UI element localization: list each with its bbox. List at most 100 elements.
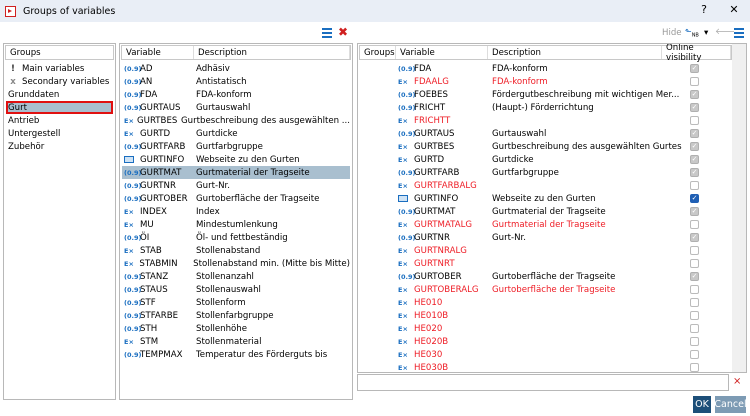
assigned-variable-row[interactable]: E× GURTOBERALG Gurtoberfläche der Tragseit…: [360, 283, 730, 296]
ok-button[interactable]: OK: [693, 396, 711, 413]
assigned-variable-row[interactable]: E× GURTBES Gurtbeschreibung des ausgewählt…: [360, 140, 730, 153]
dropdown-icon[interactable]: ▾: [704, 28, 709, 38]
group-item[interactable]: ! Main variables: [6, 62, 113, 75]
help-button[interactable]: ?: [701, 3, 707, 16]
variable-row[interactable]: E× GURTBES Gurtbeschreibung des ausgewählt…: [122, 114, 350, 127]
assigned-variable-row[interactable]: E× HE030B: [360, 361, 730, 372]
clear-filter-icon[interactable]: ⨯: [733, 376, 742, 387]
variable-row[interactable]: E× STABMIN Stollenabstand min. (Mitte bis …: [122, 257, 350, 270]
variable-row[interactable]: GURTINFO Webseite zu den Gurten: [122, 153, 350, 166]
group-item[interactable]: x Secondary variables: [6, 75, 113, 88]
group-item[interactable]: Untergestell: [6, 127, 113, 140]
variable-row[interactable]: (0.9) TEMPMAX Temperatur des Förderguts bi…: [122, 348, 350, 361]
online-visibility-checkbox[interactable]: ✓: [690, 207, 699, 216]
column-description[interactable]: Description: [194, 46, 350, 59]
assigned-variable-row[interactable]: E× HE010B: [360, 309, 730, 322]
variable-row[interactable]: E× STM Stollenmaterial: [122, 335, 350, 348]
assigned-variable-row[interactable]: (0.9) GURTMAT Gurtmaterial der Tragseite ✓: [360, 205, 730, 218]
variable-row[interactable]: E× GURTD Gurtdicke: [122, 127, 350, 140]
variable-row[interactable]: E× STAB Stollenabstand: [122, 244, 350, 257]
variable-row[interactable]: (0.9) STANZ Stollenanzahl: [122, 270, 350, 283]
variable-row[interactable]: (0.9) FDA FDA-konform: [122, 88, 350, 101]
group-item[interactable]: Zubehör: [6, 140, 113, 153]
online-visibility-checkbox[interactable]: [690, 220, 699, 229]
online-visibility-checkbox[interactable]: [690, 350, 699, 359]
online-visibility-checkbox[interactable]: [690, 298, 699, 307]
variable-row[interactable]: E× MU Mindestumlenkung: [122, 218, 350, 231]
nb-icon[interactable]: ⬑NB: [685, 27, 699, 39]
column-description[interactable]: Description: [488, 46, 662, 59]
assigned-variable-row[interactable]: E× HE020B: [360, 335, 730, 348]
online-visibility-checkbox[interactable]: [690, 181, 699, 190]
online-visibility-checkbox[interactable]: [690, 363, 699, 372]
online-visibility-checkbox[interactable]: [690, 324, 699, 333]
assigned-variable-row[interactable]: E× FDAALG FDA-konform: [360, 75, 730, 88]
column-online-visibility[interactable]: Online visibility: [662, 44, 731, 63]
assigned-variable-row[interactable]: (0.9) FRICHT (Haupt-) Förderrichtung ✓: [360, 101, 730, 114]
variable-row[interactable]: (0.9) GURTAUS Gurtauswahl: [122, 101, 350, 114]
assigned-variable-row[interactable]: GURTINFO Webseite zu den Gurten ✓: [360, 192, 730, 205]
group-item[interactable]: Gurt: [6, 101, 113, 114]
variable-row[interactable]: (0.9) AD Adhäsiv: [122, 62, 350, 75]
variable-name: GURTMAT: [414, 206, 456, 217]
variable-row[interactable]: (0.9) GURTFARB Gurtfarbgruppe: [122, 140, 350, 153]
assigned-variable-row[interactable]: (0.9) GURTOBER Gurtoberfläche der Tragseit…: [360, 270, 730, 283]
assigned-variable-row[interactable]: (0.9) FOEBES Fördergutbeschreibung mit wic…: [360, 88, 730, 101]
variable-row[interactable]: (0.9) STAUS Stollenauswahl: [122, 283, 350, 296]
close-button[interactable]: ✕: [729, 3, 739, 16]
variable-row[interactable]: (0.9) GURTOBER Gurtoberfläche der Tragseit…: [122, 192, 350, 205]
online-visibility-checkbox[interactable]: ✓: [690, 90, 699, 99]
online-visibility-checkbox[interactable]: ✓: [690, 64, 699, 73]
variable-row[interactable]: (0.9) GURTNR Gurt-Nr.: [122, 179, 350, 192]
assigned-variable-row[interactable]: E× HE020: [360, 322, 730, 335]
online-visibility-checkbox[interactable]: ✓: [690, 129, 699, 138]
scrollbar[interactable]: [732, 44, 746, 372]
assigned-variable-row[interactable]: E× GURTFARBALG: [360, 179, 730, 192]
online-visibility-checkbox[interactable]: [690, 246, 699, 255]
variable-row[interactable]: (0.9) STF Stollenform: [122, 296, 350, 309]
online-visibility-checkbox[interactable]: [690, 311, 699, 320]
online-visibility-checkbox[interactable]: [690, 259, 699, 268]
online-visibility-checkbox[interactable]: ✓: [690, 103, 699, 112]
list-view-icon[interactable]: [322, 28, 332, 38]
online-visibility-checkbox[interactable]: [690, 77, 699, 86]
hide-button[interactable]: Hide: [662, 28, 682, 38]
variable-row[interactable]: E× INDEX Index: [122, 205, 350, 218]
assigned-variable-row[interactable]: (0.9) GURTAUS Gurtauswahl ✓: [360, 127, 730, 140]
back-arrow-icon[interactable]: 🡐: [715, 27, 739, 37]
filter-input[interactable]: [357, 374, 729, 391]
variable-row[interactable]: (0.9) GURTMAT Gurtmaterial der Tragseite: [122, 166, 350, 179]
assigned-variable-row[interactable]: E× GURTMATALG Gurtmaterial der Tragseite: [360, 218, 730, 231]
online-visibility-checkbox[interactable]: [690, 337, 699, 346]
list-view-icon-right[interactable]: [734, 28, 744, 38]
column-variable[interactable]: Variable: [396, 46, 488, 59]
online-visibility-checkbox[interactable]: ✓: [690, 142, 699, 151]
assigned-variable-row[interactable]: (0.9) GURTNR Gurt-Nr. ✓: [360, 231, 730, 244]
column-groups[interactable]: Groups: [360, 46, 396, 59]
online-visibility-checkbox[interactable]: [690, 285, 699, 294]
delete-icon[interactable]: ✖: [338, 25, 349, 39]
assigned-variable-row[interactable]: E× HE010: [360, 296, 730, 309]
online-visibility-checkbox[interactable]: ✓: [690, 272, 699, 281]
online-visibility-checkbox[interactable]: ✓: [690, 233, 699, 242]
variable-name: STH: [140, 323, 158, 334]
variable-row[interactable]: (0.9) ÖI Öl- und fettbeständig: [122, 231, 350, 244]
group-item[interactable]: Antrieb: [6, 114, 113, 127]
assigned-variable-row[interactable]: (0.9) FDA FDA-konform ✓: [360, 62, 730, 75]
assigned-variable-row[interactable]: (0.9) GURTFARB Gurtfarbgruppe ✓: [360, 166, 730, 179]
variable-row[interactable]: (0.9) STH Stollenhöhe: [122, 322, 350, 335]
variable-row[interactable]: (0.9) STFARBE Stollenfarbgruppe: [122, 309, 350, 322]
assigned-variable-row[interactable]: E× GURTD Gurtdicke ✓: [360, 153, 730, 166]
cancel-button[interactable]: Cancel: [714, 396, 747, 413]
variable-row[interactable]: (0.9) AN Antistatisch: [122, 75, 350, 88]
assigned-variable-row[interactable]: E× GURTNRT: [360, 257, 730, 270]
online-visibility-checkbox[interactable]: [690, 116, 699, 125]
online-visibility-checkbox[interactable]: ✓: [690, 194, 699, 203]
group-item[interactable]: Grunddaten: [6, 88, 113, 101]
assigned-variable-row[interactable]: E× HE030: [360, 348, 730, 361]
assigned-variable-row[interactable]: E× GURTNRALG: [360, 244, 730, 257]
column-variable[interactable]: Variable: [122, 46, 194, 59]
online-visibility-checkbox[interactable]: ✓: [690, 155, 699, 164]
assigned-variable-row[interactable]: E× FRICHTT: [360, 114, 730, 127]
online-visibility-checkbox[interactable]: ✓: [690, 168, 699, 177]
